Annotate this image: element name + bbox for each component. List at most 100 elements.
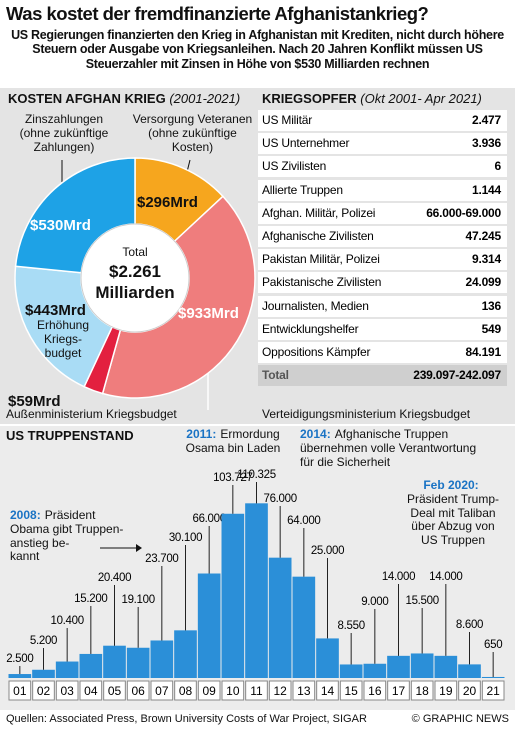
annotation-label: 2014:: [300, 427, 331, 441]
row-value: 6: [494, 159, 502, 174]
center-value: $2.261 Milliarden: [95, 262, 175, 303]
credit: © GRAPHIC NEWS: [411, 713, 509, 725]
row-label: Pakistan Militär, Polizei: [262, 252, 380, 267]
pie-title: KOSTEN AFGHAN KRIEG (2001-2021): [8, 91, 240, 107]
x-tick-box: [174, 680, 197, 701]
value-label: 8.550: [338, 620, 365, 632]
value-label: 20.400: [98, 572, 131, 584]
row-label: Pakistanische Zivilisten: [262, 275, 382, 290]
bar: [387, 655, 410, 678]
row-value: 2.477: [471, 113, 501, 127]
x-tick-box: [103, 680, 126, 701]
bar: [174, 630, 197, 678]
x-tick-box: [458, 680, 481, 701]
row-label: US Militär: [262, 113, 313, 127]
x-tick-label: 02: [37, 684, 51, 698]
row-label: Journalisten, Medien: [262, 298, 369, 313]
source: Quellen: Associated Press, Brown Univers…: [6, 713, 367, 725]
row-label: Oppositions Kämpfer: [262, 345, 371, 359]
row-label: Total: [262, 368, 289, 383]
annotation: Feb 2020: Präsident Trump- Deal mit Tali…: [398, 478, 508, 548]
row-value: 136: [481, 298, 502, 313]
bar: [197, 573, 221, 678]
x-tick-label: 18: [415, 684, 429, 698]
value-label: 14.000: [382, 571, 415, 583]
row-value: 239.097-242.097: [413, 368, 501, 383]
x-tick-label: 04: [84, 684, 98, 698]
row-value: 9.314: [471, 252, 501, 267]
bar: [32, 669, 55, 678]
bar: [292, 576, 316, 678]
value-label: 10.400: [50, 615, 83, 627]
row-value: 549: [481, 321, 502, 336]
table-row: US Zivilisten 6: [258, 156, 507, 178]
row-value: 1.144: [471, 182, 501, 197]
slice-value-label: $933Mrd: [178, 305, 239, 322]
value-label: 8.600: [456, 619, 483, 631]
title: Was kostet der fremdfinanzierte Afghanis…: [6, 3, 429, 24]
x-tick-box: [8, 680, 32, 701]
bar-title: US TRUPPENSTAND: [6, 428, 134, 443]
table-row: Afghanische Zivilisten 47.245: [258, 226, 507, 247]
x-tick-box: [316, 680, 339, 701]
bar: [316, 638, 339, 678]
table-row: Allierte Truppen 1.144: [258, 179, 507, 201]
x-tick-box: [339, 680, 363, 701]
x-tick-label: 20: [463, 684, 477, 698]
bar: [8, 674, 32, 678]
slice-label: Erhöhung Kriegs- budget: [36, 318, 90, 360]
slice-value-label: $296Mrd: [137, 194, 198, 211]
row-value: 84.191: [465, 345, 501, 359]
x-tick-label: 13: [297, 684, 311, 698]
slice-label: Verteidigungsministerium Kriegsbudget: [262, 407, 471, 421]
value-label: 15.200: [74, 593, 107, 605]
value-label: 66.000: [192, 513, 225, 525]
x-tick-label: 03: [60, 684, 74, 698]
x-tick-label: 11: [250, 684, 263, 698]
bar: [126, 647, 150, 678]
table-row: Oppositions Kämpfer 84.191: [258, 342, 507, 363]
x-tick-box: [197, 680, 221, 701]
pie-hole: [80, 223, 190, 333]
bar: [245, 503, 268, 678]
x-tick-box: [55, 680, 79, 701]
x-tick-label: 05: [108, 684, 122, 698]
table-row: Journalisten, Medien 136: [258, 295, 507, 317]
annotation-label: 2008:: [10, 508, 41, 522]
slice-value-label: $530Mrd: [30, 217, 91, 234]
table-row: Entwicklungshelfer 549: [258, 318, 507, 340]
x-tick-box: [363, 680, 387, 701]
table-row: Afghan. Militär, Polizei 66.000-69.000: [258, 202, 507, 224]
annotation-text: Präsident Trump- Deal mit Taliban über A…: [406, 491, 500, 548]
bar: [434, 655, 458, 678]
x-tick-label: 08: [179, 684, 193, 698]
pie-title: KOSTEN AFGHAN KRIEG: [8, 91, 166, 106]
slice-label: Versorgung Veteranen (ohne zukünftige Ko…: [132, 112, 253, 154]
bar: [55, 661, 79, 678]
subtitle: US Regierungen finanzierten den Krieg in…: [11, 28, 504, 71]
row-label: Afghan. Militär, Polizei: [262, 205, 376, 220]
arrow-head: [136, 544, 142, 552]
slice-value-label: $59Mrd: [8, 393, 61, 410]
x-tick-label: 17: [392, 684, 406, 698]
table-row: US Unternehmer 3.936: [258, 133, 507, 155]
value-label: 30.100: [169, 532, 202, 544]
row-value: 66.000-69.000: [426, 205, 501, 220]
x-tick-box: [387, 680, 410, 701]
annotation-text: Afghanische Truppen übernehmen volle Ver…: [300, 427, 477, 469]
value-label: 19.100: [121, 594, 154, 606]
x-tick-box: [292, 680, 316, 701]
bar: [79, 653, 103, 678]
x-tick-box: [126, 680, 150, 701]
slice-label: Außenministerium Kriegsbudget: [6, 407, 177, 421]
x-tick-box: [434, 680, 458, 701]
x-tick-box: [410, 680, 434, 701]
value-label: 5.200: [30, 635, 57, 647]
table-title: KRIEGSOPFER: [262, 91, 357, 106]
annotation-text: Präsident Obama gibt Truppen- anstieg be…: [10, 508, 124, 564]
x-tick-box: [268, 680, 292, 701]
row-label: US Unternehmer: [262, 136, 350, 151]
annotation: 2014: Afghanische Truppen übernehmen voll…: [300, 427, 510, 469]
x-tick-label: 16: [368, 684, 382, 698]
